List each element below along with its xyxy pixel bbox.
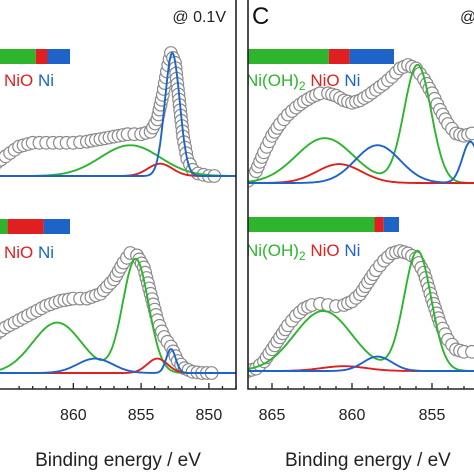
panel-c-x-axis-label: Binding energy / eV [285,450,451,471]
legend-subscript: 2 [299,249,306,263]
legend-nioh2: Ni(OH) [246,71,299,90]
legend-nio: NiO [4,71,38,90]
panel-c-x-axis: 865 860 855 [255,383,465,424]
composition-bar-nioh2 [248,49,329,64]
composition-bar-ni [349,49,394,64]
fit-curve-nio [248,163,474,184]
panel-b-x-tick-label: 860 [60,407,87,424]
composition-bar-ni [43,219,70,234]
composition-legend: NiO Ni [4,71,54,90]
fit-curve-ni [248,140,474,184]
panel-b-x-axis-label: Binding energy / eV [35,450,201,471]
fit-curve-nioh2 [248,249,474,372]
panel-c-x-tick-label: 860 [339,407,366,424]
composition-bar-ni [47,49,70,64]
composition-bar-nio [7,219,44,234]
legend-ni: Ni [38,71,54,90]
panel-b-x-tick-label: 855 [128,407,155,424]
data-point [465,344,474,359]
composition-bar-nio [35,49,48,64]
legend-nio: NiO [310,241,344,260]
panel-b-x-axis: 860 855 850 [18,383,237,424]
panel-c-letter: C [252,3,269,30]
panel-c-x-tick-label: 855 [419,407,446,424]
fit-curve-ni [0,347,236,374]
panel-c-axes-frame [247,0,474,390]
composition-legend: Ni(OH)2 NiO Ni [246,71,360,93]
panel-c-spectrum-lower: Ni(OH)2 NiO Ni [246,217,474,378]
panel-c-x-tick-label: 865 [259,407,286,424]
composition-bar-nioh2 [248,217,375,232]
composition-bar-ni [383,217,399,232]
composition-bar-nioh2 [0,219,8,234]
panel-c-potential-label: @ [460,9,474,26]
composition-bar-nio [374,217,384,232]
legend-ni: Ni [344,71,360,90]
legend-ni: Ni [344,241,360,260]
panel-b-potential-label: @ 0.1V [172,9,226,26]
panel-b-x-tick-label: 850 [196,407,223,424]
fit-curve-ni [248,355,474,372]
legend-ni: Ni [38,243,54,262]
composition-bar-nioh2 [0,49,36,64]
data-point [465,126,474,141]
legend-subscript: 2 [299,79,306,93]
fit-curve-ni [0,51,236,177]
panel-c-spectrum-upper: Ni(OH)2 NiO Ni [246,49,474,188]
legend-nio: NiO [4,243,38,262]
composition-legend: Ni(OH)2 NiO Ni [246,241,360,263]
composition-bar-nio [328,49,350,64]
composition-legend: NiO Ni [4,243,54,262]
legend-nio: NiO [310,71,344,90]
panel-b-spectrum-upper: NiO Ni [0,46,236,183]
panel-b-spectrum-lower: NiO Ni [0,219,236,380]
fit-curve-nioh2 [248,63,474,184]
legend-nioh2: Ni(OH) [246,241,299,260]
